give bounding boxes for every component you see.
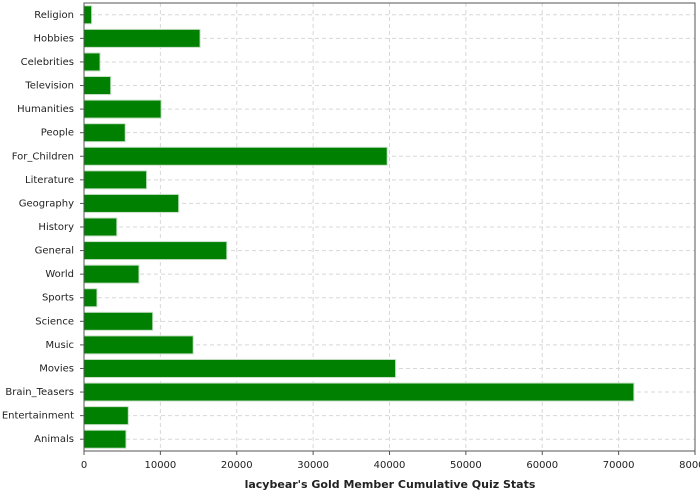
y-tick-label: Movies [39, 363, 74, 374]
y-tick-label: Science [35, 316, 74, 327]
bar [83, 288, 98, 308]
y-tick-label: World [45, 269, 74, 280]
y-tick-label: Music [46, 340, 74, 351]
plot-frame [83, 2, 696, 452]
bar [83, 193, 180, 213]
y-tick-label: Celebrities [21, 57, 74, 68]
bar [83, 264, 140, 284]
y-tick-label: Brain_Teasers [5, 387, 74, 398]
bar [83, 358, 397, 378]
y-tick-label: Hobbies [34, 33, 74, 44]
chart-title: lacybear's Gold Member Cumulative Quiz S… [245, 478, 536, 491]
y-tick-label: History [38, 222, 74, 233]
bar [83, 429, 127, 449]
bar [83, 170, 148, 190]
y-tick-label: For_Children [12, 151, 74, 162]
y-tick-label: Entertainment [2, 411, 74, 422]
x-tick-label: 10000 [144, 460, 176, 471]
y-tick-label: Literature [25, 175, 74, 186]
y-tick-label: Sports [42, 293, 74, 304]
y-tick-label: Geography [19, 198, 74, 209]
bar [83, 5, 93, 25]
y-tick-label: Television [24, 81, 74, 92]
bar [83, 52, 101, 72]
bar [83, 311, 154, 331]
bar [83, 241, 228, 261]
x-tick-label: 60000 [526, 460, 558, 471]
y-tick-label: People [41, 128, 74, 139]
y-tick-label: General [35, 246, 74, 257]
x-tick-label: 70000 [603, 460, 635, 471]
x-tick-label: 20000 [221, 460, 253, 471]
bar [83, 76, 112, 96]
bar [83, 146, 388, 166]
x-tick-label: 0 [81, 460, 87, 471]
bar [83, 99, 162, 119]
y-tick-label: Religion [34, 10, 74, 21]
x-tick-label: 80000 [679, 460, 700, 471]
x-tick-label: 40000 [374, 460, 406, 471]
y-tick-label: Humanities [17, 104, 74, 115]
bar [83, 217, 118, 237]
bar [83, 28, 201, 48]
bar [83, 123, 126, 143]
bar [83, 382, 635, 402]
x-tick-label: 30000 [297, 460, 329, 471]
bar [83, 406, 129, 426]
bar [83, 335, 194, 355]
y-tick-label: Animals [34, 434, 74, 445]
x-tick-label: 50000 [450, 460, 482, 471]
